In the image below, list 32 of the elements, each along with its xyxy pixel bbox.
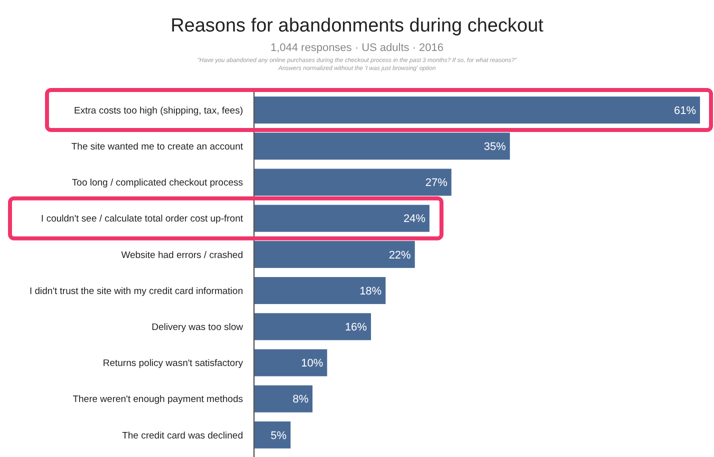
data-label: 35% xyxy=(484,141,506,153)
y-tick-label: Website had errors / crashed xyxy=(121,250,243,261)
y-tick-label: I couldn't see / calculate total order cost up-front xyxy=(41,214,244,225)
bar xyxy=(254,313,371,340)
bar xyxy=(254,168,452,196)
data-label: 24% xyxy=(403,213,426,226)
data-label: 18% xyxy=(360,285,382,298)
y-tick-label: The credit card was declined xyxy=(122,430,243,442)
bar xyxy=(254,96,700,124)
y-tick-label: I didn't trust the site with my credit card information xyxy=(29,286,243,297)
y-tick-label: Extra costs too high (shipping, tax, fees) xyxy=(74,105,243,116)
y-tick-label: Too long / complicated checkout process xyxy=(72,178,244,189)
data-label: 8% xyxy=(292,394,309,406)
bar xyxy=(254,385,312,412)
data-label: 61% xyxy=(674,104,696,117)
chart-subtitle: 1,044 responses · US adults · 2016 xyxy=(270,42,444,54)
bar xyxy=(254,421,291,448)
chart-title: Reasons for abandonments during checkout xyxy=(170,16,544,37)
data-label: 5% xyxy=(270,430,287,442)
bar xyxy=(254,277,386,304)
bar xyxy=(254,349,328,376)
y-tick-label: The site wanted me to create an account xyxy=(71,141,244,152)
data-label: 27% xyxy=(425,177,448,190)
data-label: 10% xyxy=(301,358,324,370)
y-tick-label: There weren't enough payment methods xyxy=(72,394,244,406)
y-tick-label: Returns policy wasn't satisfactory xyxy=(102,358,244,370)
bar xyxy=(254,204,430,232)
bar xyxy=(254,132,510,160)
data-label: 22% xyxy=(388,249,412,262)
bar xyxy=(254,240,415,268)
y-tick-label: Delivery was too slow xyxy=(152,322,244,333)
data-label: 16% xyxy=(344,322,368,334)
